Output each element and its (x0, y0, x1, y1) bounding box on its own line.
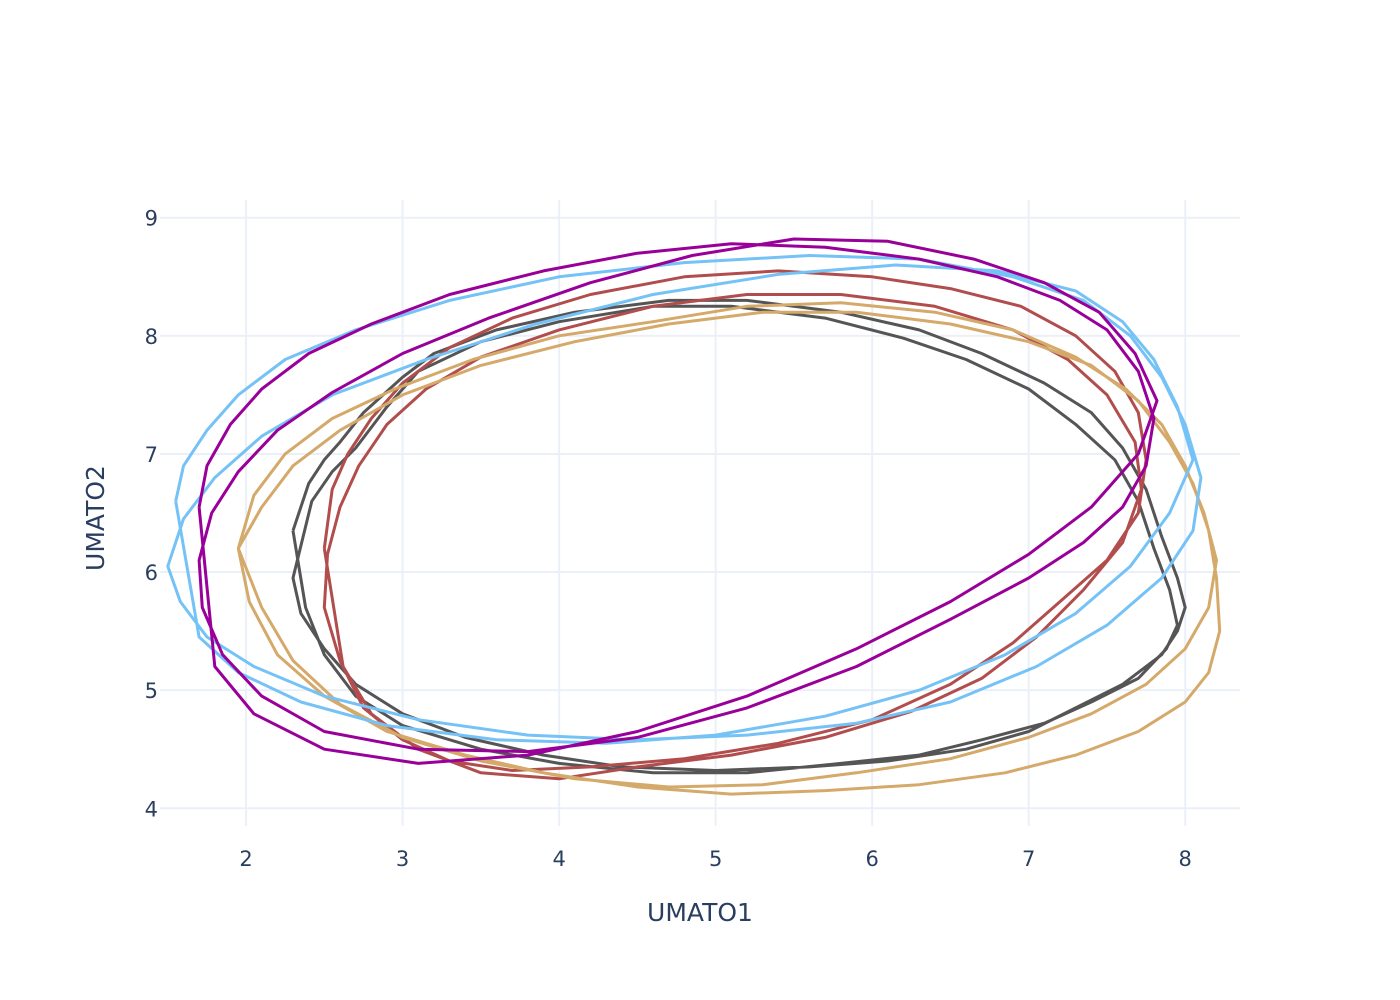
y-tick-label: 7 (145, 443, 158, 467)
x-tick-label: 6 (865, 847, 878, 871)
series-line-5 (197, 237, 1159, 765)
y-tick-label: 5 (145, 679, 158, 703)
y-tick-label: 4 (145, 797, 158, 821)
y-tick-label: 8 (145, 325, 158, 349)
x-tick-label: 5 (709, 847, 722, 871)
x-tick-label: 2 (239, 847, 252, 871)
y-tick-labels: 4 5 6 7 8 9 (145, 207, 158, 822)
x-tick-label: 8 (1179, 847, 1192, 871)
x-tick-label: 4 (552, 847, 565, 871)
y-tick-label: 6 (145, 561, 158, 585)
series-layer (166, 237, 1222, 796)
x-axis-title: UMATO1 (647, 898, 753, 927)
y-axis-title: UMATO2 (81, 465, 110, 571)
x-tick-label: 7 (1022, 847, 1035, 871)
x-tick-labels: 2 3 4 5 6 7 8 (239, 847, 1192, 871)
y-tick-label: 9 (145, 207, 158, 231)
series-line-3 (236, 301, 1222, 796)
series-line-4 (166, 254, 1203, 745)
series-line-2 (322, 269, 1148, 781)
series-line-1 (291, 298, 1187, 775)
x-tick-label: 3 (396, 847, 409, 871)
